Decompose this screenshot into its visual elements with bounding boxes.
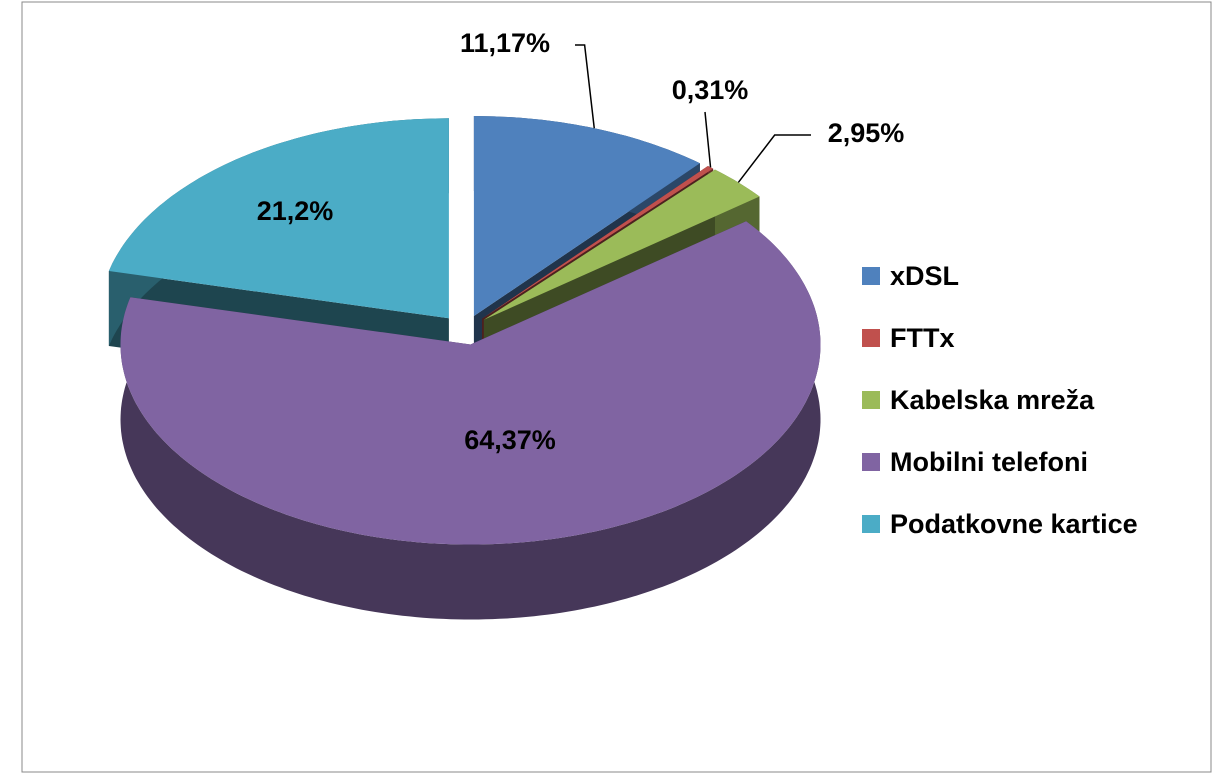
legend-swatch — [862, 267, 880, 285]
legend-label: Mobilni telefoni — [890, 447, 1088, 477]
slice-top — [108, 118, 449, 319]
slice-top — [482, 166, 714, 319]
legend-label: Kabelska mreža — [890, 385, 1095, 415]
data-label: 11,17% — [460, 28, 550, 58]
legend-swatch — [862, 391, 880, 409]
data-label: 0,31% — [672, 75, 749, 105]
data-label: 2,95% — [828, 118, 905, 148]
legend-swatch — [862, 329, 880, 347]
leader-line — [737, 134, 811, 183]
slice-top — [120, 221, 821, 545]
leader-line — [704, 111, 712, 168]
pie-slice — [120, 221, 821, 620]
legend-label: xDSL — [890, 261, 959, 291]
legend-label: FTTx — [890, 323, 955, 353]
slice-outer-wall — [120, 221, 821, 620]
slice-top — [483, 169, 760, 320]
legend-label: Podatkovne kartice — [890, 509, 1138, 539]
legend-swatch — [862, 453, 880, 471]
leader-line — [575, 44, 595, 129]
slice-top — [473, 116, 700, 316]
data-label: 21,2% — [257, 196, 334, 226]
data-label: 64,37% — [464, 425, 556, 455]
legend-swatch — [862, 515, 880, 533]
